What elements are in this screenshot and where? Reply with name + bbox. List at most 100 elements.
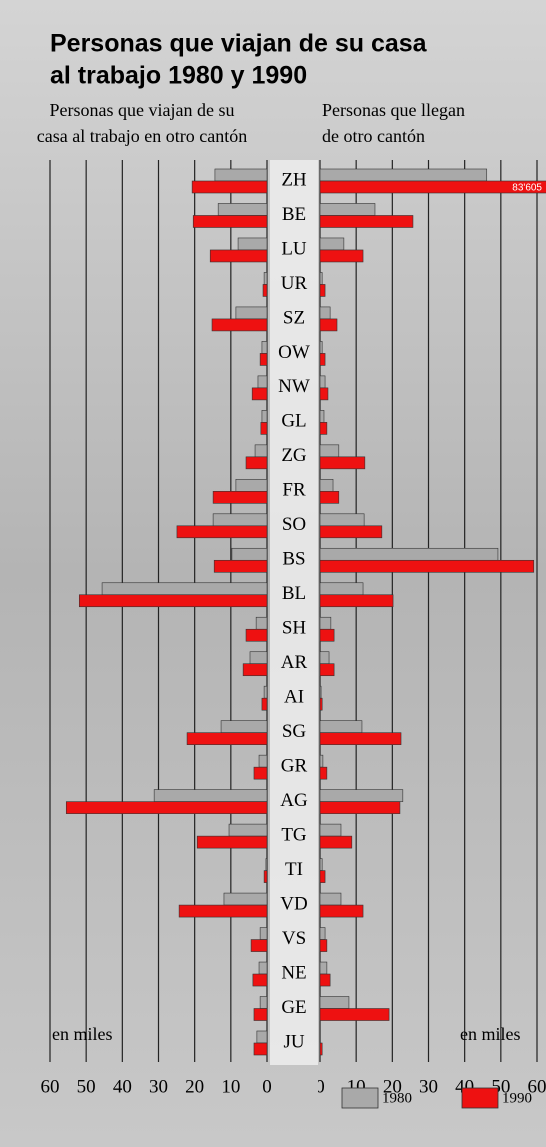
- bar: [319, 870, 326, 883]
- category-label: UR: [281, 273, 308, 294]
- bar: [319, 616, 332, 630]
- bar: [319, 215, 414, 228]
- bar: [319, 306, 331, 320]
- right-panel-label: de otro cantón: [322, 126, 425, 146]
- bar: [245, 456, 268, 470]
- bar: [319, 939, 328, 952]
- bar: [217, 203, 268, 216]
- bar: [319, 547, 499, 561]
- bar: [319, 559, 535, 573]
- bar: [319, 720, 363, 733]
- category-label: NW: [278, 376, 310, 397]
- bar: [319, 444, 340, 458]
- bar: [153, 789, 268, 802]
- bar: [214, 168, 268, 182]
- bar: [235, 479, 268, 492]
- category-label: TG: [281, 824, 307, 845]
- bar: [319, 858, 323, 871]
- bar: [319, 594, 394, 608]
- category-label: AG: [280, 790, 308, 811]
- bar: [242, 663, 268, 677]
- bar: [253, 1008, 268, 1021]
- category-label: ZG: [281, 445, 307, 466]
- category-column: [270, 160, 318, 1065]
- bar: [319, 353, 326, 366]
- category-label: NE: [281, 962, 306, 983]
- x-tick-label: 10: [221, 1076, 240, 1097]
- bar: [254, 444, 268, 458]
- bar: [319, 996, 350, 1009]
- legend-label: 1990: [502, 1090, 532, 1106]
- bar: [319, 272, 323, 285]
- bar: [250, 939, 268, 952]
- x-tick-label: 30: [419, 1076, 438, 1097]
- bar: [319, 685, 322, 699]
- bar: [262, 284, 268, 297]
- bar: [261, 341, 268, 354]
- category-label: SO: [282, 514, 306, 535]
- category-label: BS: [282, 549, 305, 570]
- bar: [253, 766, 268, 780]
- bar: [196, 835, 268, 849]
- bar: [319, 456, 366, 470]
- bar: [228, 823, 268, 837]
- bar: [259, 996, 268, 1009]
- category-label: ZH: [281, 169, 307, 190]
- bar: [235, 306, 268, 320]
- right-panel-label: Personas que llegan: [322, 100, 465, 120]
- bar: [319, 961, 328, 975]
- category-label: BE: [282, 204, 306, 225]
- bar: [259, 927, 268, 940]
- x-tick-label: 50: [77, 1076, 96, 1097]
- bar: [258, 754, 268, 768]
- bar: [319, 892, 342, 906]
- bar: [258, 961, 268, 975]
- bar: [319, 318, 338, 332]
- chart-title: Personas que viajan de su casa: [50, 30, 428, 58]
- bar: [319, 491, 340, 504]
- x-tick-label: 20: [185, 1076, 204, 1097]
- category-label: FR: [282, 480, 306, 501]
- bar: [209, 249, 268, 263]
- bar: [319, 341, 323, 354]
- bar: [261, 697, 268, 711]
- bar: [319, 732, 402, 745]
- bar: [249, 651, 268, 665]
- bar: [78, 594, 268, 608]
- bar: [319, 525, 383, 539]
- category-label: SZ: [283, 307, 305, 328]
- bar: [319, 789, 404, 802]
- category-label: SG: [282, 721, 307, 742]
- category-label: AR: [281, 652, 308, 673]
- bar: [261, 410, 268, 423]
- bar: [263, 685, 268, 699]
- bar: [319, 387, 329, 401]
- bar: [319, 180, 546, 194]
- left-panel-label: Personas que viajan de su: [50, 100, 235, 120]
- bar: [220, 720, 268, 733]
- bar: [319, 801, 401, 814]
- bar: [265, 858, 268, 871]
- bar: [319, 422, 328, 435]
- unit-label: en miles: [460, 1024, 521, 1044]
- bar: [192, 215, 268, 228]
- category-label: GL: [281, 411, 306, 432]
- bar: [319, 766, 328, 780]
- bar: [178, 904, 268, 918]
- x-tick-label: 0: [315, 1076, 325, 1097]
- bar: [253, 1042, 268, 1056]
- bar: [319, 168, 488, 182]
- category-label: GR: [281, 756, 308, 777]
- x-tick-label: 60: [528, 1076, 546, 1097]
- bar: [319, 663, 335, 677]
- bar: [319, 754, 324, 768]
- bar: [256, 1030, 268, 1044]
- category-label: GE: [281, 997, 306, 1018]
- category-label: VS: [282, 928, 306, 949]
- bar: [319, 479, 334, 492]
- bar: [319, 513, 365, 527]
- bar: [223, 892, 268, 906]
- bar: [212, 491, 268, 504]
